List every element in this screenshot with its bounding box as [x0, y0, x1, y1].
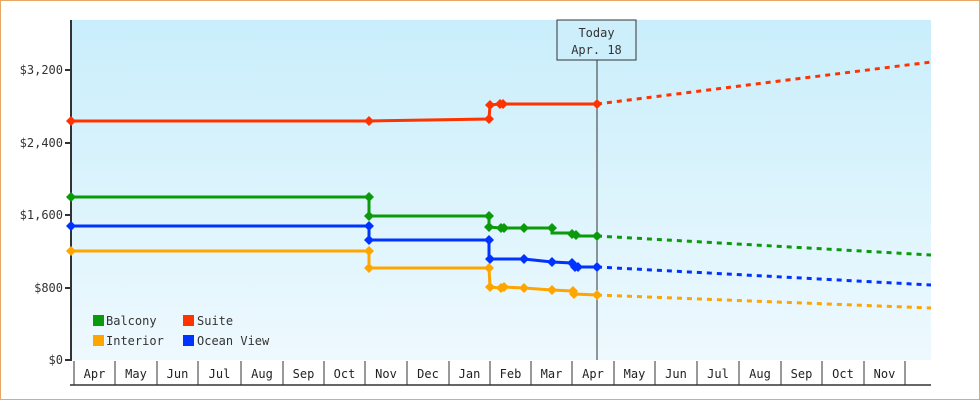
legend-item-interior: Interior — [93, 334, 164, 348]
legend: Balcony Suite Interior Ocean View — [93, 314, 270, 348]
y-axis: $0 $800 $1,600 $2,400 $3,200 — [20, 20, 72, 367]
x-tick-label: Mar — [541, 367, 563, 381]
y-tick-label: $3,200 — [20, 63, 63, 77]
x-tick-label: Jan — [459, 367, 481, 381]
legend-swatch-icon — [183, 315, 194, 326]
series-ocean-view — [66, 221, 932, 287]
legend-label: Interior — [106, 334, 164, 348]
legend-swatch-icon — [93, 315, 104, 326]
x-tick-label: Jun — [167, 367, 189, 381]
x-tick-label: Aug — [749, 367, 771, 381]
y-tick-label: $800 — [34, 281, 63, 295]
x-tick-label: Nov — [874, 367, 896, 381]
legend-swatch-icon — [183, 335, 194, 346]
legend-label: Suite — [197, 314, 233, 328]
today-label: Today — [578, 26, 614, 40]
legend-label: Ocean View — [197, 334, 270, 348]
x-tick-label: Jun — [665, 367, 687, 381]
x-tick-label: Aug — [251, 367, 273, 381]
today-date: Apr. 18 — [571, 43, 622, 57]
series-balcony — [66, 192, 932, 257]
x-tick-labels: Apr May Jun Jul Aug Sep Oct Nov Dec Jan … — [84, 367, 896, 381]
x-tick-label: Apr — [84, 367, 106, 381]
today-callout — [556, 19, 637, 61]
x-tick-label: Oct — [334, 367, 356, 381]
today-marker: Today Apr. 18 — [556, 19, 637, 360]
x-tick-label: Oct — [832, 367, 854, 381]
series-interior — [66, 246, 932, 310]
legend-swatch-icon — [93, 335, 104, 346]
x-tick-label: Sep — [791, 367, 813, 381]
x-axis — [70, 361, 931, 386]
x-tick-label: Jul — [707, 367, 729, 381]
x-tick-label: Feb — [500, 367, 522, 381]
x-tick-label: May — [624, 367, 646, 381]
x-tick-label: May — [125, 367, 147, 381]
x-tick-label: Dec — [417, 367, 439, 381]
plot-area — [71, 20, 931, 360]
y-tick-label: $2,400 — [20, 136, 63, 150]
legend-item-balcony: Balcony — [93, 314, 157, 328]
x-tick-label: Apr — [582, 367, 604, 381]
legend-label: Balcony — [106, 314, 157, 328]
x-tick-label: Nov — [375, 367, 397, 381]
legend-item-suite: Suite — [183, 314, 233, 328]
series-suite — [66, 60, 932, 126]
y-tick-label: $0 — [49, 353, 63, 367]
y-tick-label: $1,600 — [20, 208, 63, 222]
x-tick-label: Jul — [209, 367, 231, 381]
legend-item-ocean-view: Ocean View — [183, 334, 270, 348]
x-tick-label: Sep — [293, 367, 315, 381]
